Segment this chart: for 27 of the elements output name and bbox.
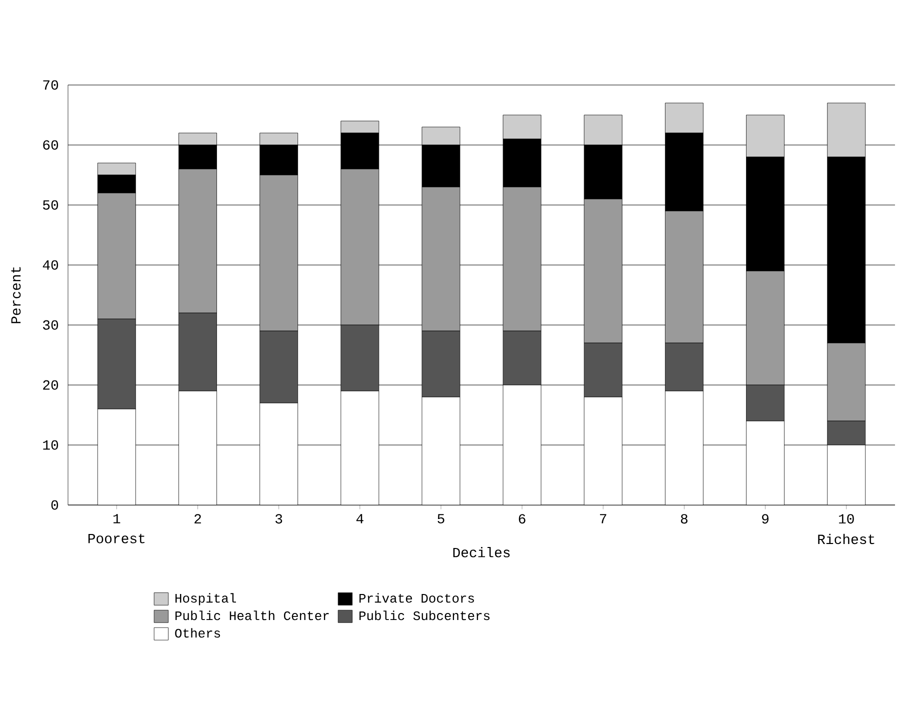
legend-label: Public Health Center: [175, 610, 329, 620]
y-axis-title: Percent: [11, 267, 21, 324]
x-tick-label: 1: [113, 514, 120, 524]
x-tick-label: 5: [438, 514, 444, 524]
legend-label: Others: [175, 628, 220, 638]
legend-label: Private Doctors: [359, 593, 474, 603]
y-tick-label: 20: [43, 380, 58, 390]
x-tick-label: 7: [600, 514, 606, 524]
x-tick-label: 2: [194, 514, 201, 524]
x-tick-label: 10: [839, 514, 854, 524]
x-tick-label: 8: [680, 514, 688, 524]
y-tick-label: 10: [43, 440, 58, 450]
y-tick-label: 0: [51, 500, 58, 510]
x-tick-label: 6: [518, 514, 526, 524]
x-axis-title: Deciles: [453, 547, 510, 558]
y-tick-label: 60: [43, 140, 58, 150]
x-tick-label: 3: [275, 514, 282, 524]
x-tick-label: 4: [356, 514, 364, 524]
y-tick-label: 70: [43, 80, 58, 90]
text: Richest: [818, 534, 874, 544]
y-tick-label: 40: [42, 260, 58, 270]
y-tick-label: 30: [43, 320, 58, 330]
legend-label: Hospital: [175, 593, 236, 606]
y-tick-label: 50: [43, 200, 58, 210]
legend-label: Public Subcenters: [359, 610, 490, 620]
text: Poorest: [88, 534, 144, 544]
x-tick-label: 9: [762, 514, 769, 524]
